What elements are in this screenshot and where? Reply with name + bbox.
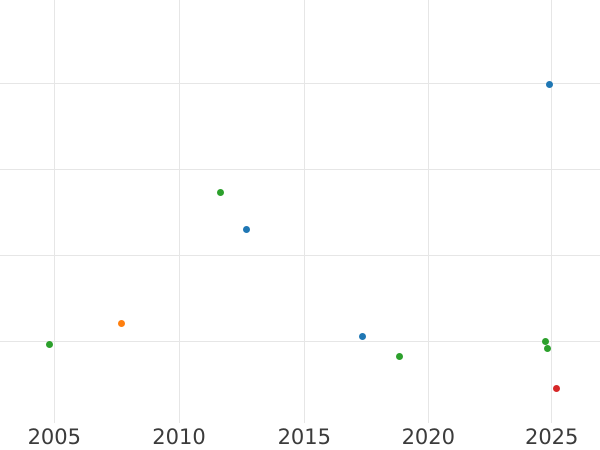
data-point-green bbox=[396, 353, 404, 361]
x-tick-label-2020: 2020 bbox=[401, 425, 456, 449]
data-point-blue bbox=[546, 80, 554, 88]
data-point-green bbox=[217, 189, 225, 197]
x-tick-label-2025: 2025 bbox=[524, 425, 579, 449]
data-point-blue bbox=[359, 332, 367, 340]
data-point-green bbox=[542, 337, 550, 345]
x-tick-label-2010: 2010 bbox=[152, 425, 206, 449]
gridline-horizontal bbox=[0, 340, 600, 342]
gridline-horizontal bbox=[0, 83, 600, 84]
x-tick-label-2005: 2005 bbox=[27, 425, 82, 449]
data-point-blue bbox=[243, 226, 251, 234]
gridline-vertical bbox=[551, 0, 553, 424]
gridline-horizontal bbox=[0, 255, 600, 257]
data-point-red bbox=[552, 385, 560, 393]
data-point-green bbox=[45, 341, 53, 349]
gridline-vertical bbox=[53, 0, 55, 424]
gridline-vertical bbox=[427, 0, 429, 424]
gridline-vertical bbox=[303, 0, 305, 424]
data-point-orange bbox=[117, 319, 125, 327]
data-point-green bbox=[544, 344, 552, 352]
gridline-horizontal bbox=[0, 169, 600, 171]
x-tick-label-2015: 2015 bbox=[277, 425, 332, 449]
gridline-vertical bbox=[178, 0, 180, 424]
